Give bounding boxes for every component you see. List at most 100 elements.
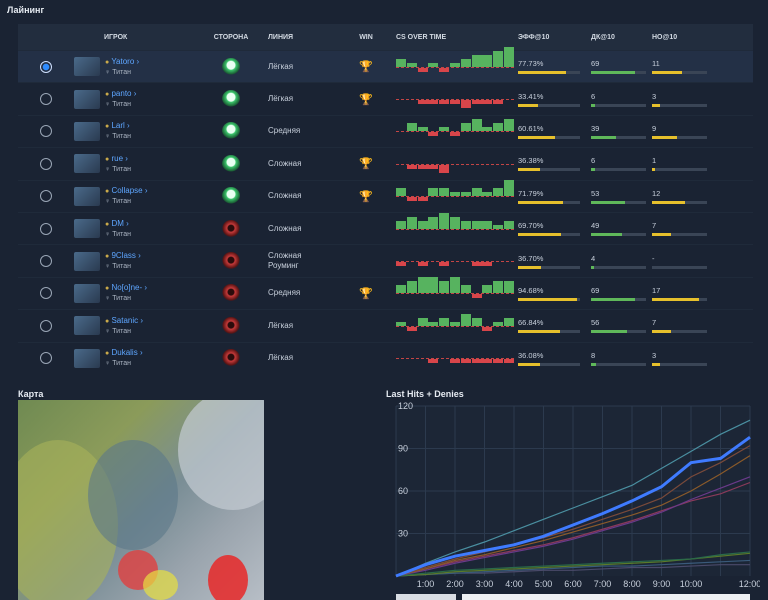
cs-bar — [417, 164, 428, 169]
win-trophy-icon: 🏆 — [359, 61, 373, 74]
lane-label: Лёгкая — [268, 320, 294, 330]
cs-bar — [460, 58, 471, 67]
dk-value: 49 — [591, 221, 600, 231]
radiant-side-icon — [222, 122, 240, 141]
dire-side-icon — [222, 349, 240, 368]
row-select-radio[interactable] — [40, 125, 52, 138]
row-select-radio[interactable] — [40, 319, 52, 332]
x-tick-label: 6:00 — [564, 579, 582, 589]
cs-bar — [428, 277, 439, 294]
table-row[interactable]: ● No[o]ne- › ♀ Титан Средняя 🏆 94.68% 69… — [18, 276, 753, 309]
y-tick-label: 30 — [398, 529, 408, 539]
table-row[interactable]: ● Satanic › ♀ Титан Лёгкая 66.84% 56 7 — [18, 309, 753, 341]
cs-bar — [493, 359, 504, 364]
cs-bar — [482, 100, 493, 105]
cs-bar — [417, 262, 428, 267]
player-rank: Титан — [112, 295, 131, 303]
chevron-right-icon: › — [126, 218, 129, 228]
trophy-small-icon: ♀ — [105, 360, 111, 368]
cs-bar — [493, 100, 504, 105]
cs-over-time-bars — [396, 180, 514, 207]
trophy-small-icon: ♀ — [105, 198, 111, 206]
cs-bar — [493, 224, 504, 229]
player-name[interactable]: Dukalis — [111, 348, 138, 358]
no-value: 1 — [652, 156, 657, 166]
eff-value: 66.84% — [518, 318, 544, 328]
eff-bar — [518, 200, 580, 204]
verified-icon: ● — [105, 188, 110, 196]
player-name[interactable]: Collapse — [111, 186, 143, 196]
dk-value: 69 — [591, 285, 600, 295]
cs-bar — [450, 359, 460, 364]
trophy-small-icon: ♀ — [105, 327, 111, 335]
cs-over-time-bars — [396, 347, 514, 369]
cs-bar — [482, 127, 493, 132]
eff-bar — [518, 135, 580, 139]
cs-bar — [493, 50, 504, 67]
header-cs: CS OVER TIME — [396, 33, 447, 41]
player-name[interactable]: rue — [111, 153, 124, 163]
hero-avatar — [74, 89, 100, 109]
trophy-small-icon: ♀ — [105, 101, 111, 109]
table-row[interactable]: ● Yatoro › ♀ Титан Лёгкая 🏆 77.73% 69 11 — [18, 46, 753, 83]
row-select-radio[interactable] — [40, 352, 52, 365]
cs-bar — [482, 192, 493, 197]
table-row[interactable]: ● Dukalis › ♀ Титан Лёгкая 36.08% 8 3 — [18, 341, 753, 374]
eff-bar — [518, 233, 580, 237]
cs-bar — [460, 123, 471, 132]
row-select-radio[interactable] — [40, 222, 52, 235]
row-select-radio[interactable] — [40, 255, 52, 268]
player-name[interactable]: DM — [111, 218, 124, 228]
cs-bar — [417, 220, 428, 229]
win-trophy-icon: 🏆 — [359, 158, 373, 171]
table-row[interactable]: ● panto › ♀ Титан Лёгкая 🏆 33.41% 6 3 — [18, 82, 753, 114]
y-tick-label: 60 — [398, 486, 408, 496]
player-name[interactable]: Yatoro — [111, 56, 135, 66]
cs-bar — [460, 192, 471, 197]
cs-bar — [450, 100, 460, 105]
x-tick-label: 2:00 — [446, 579, 464, 589]
eff-value: 60.61% — [518, 123, 544, 133]
player-name[interactable]: Satanic — [111, 315, 139, 325]
player-name[interactable]: No[o]ne- — [111, 283, 143, 293]
table-row[interactable]: ● rue › ♀ Титан Сложная 🏆 36.38% 6 1 — [18, 147, 753, 179]
chevron-right-icon: › — [127, 121, 130, 131]
cs-bar — [493, 123, 504, 132]
no-bar — [652, 265, 707, 269]
cs-bar — [493, 188, 504, 197]
hero-avatar — [74, 186, 100, 206]
dk-value: 8 — [591, 350, 596, 360]
row-select-radio[interactable] — [40, 190, 52, 203]
cs-over-time-bars — [396, 46, 514, 78]
row-select-radio[interactable] — [40, 157, 52, 170]
cs-bar — [428, 100, 439, 105]
player-name[interactable]: Larl — [111, 121, 125, 131]
series-line — [395, 476, 751, 577]
cs-bar — [439, 212, 450, 229]
cs-bar — [450, 277, 460, 294]
table-row[interactable]: ● DM › ♀ Титан Сложная 69.70% 49 7 — [18, 211, 753, 244]
verified-icon: ● — [105, 317, 110, 325]
y-tick-label: 120 — [398, 401, 413, 411]
cs-bar — [493, 321, 504, 326]
verified-icon: ● — [105, 58, 110, 66]
dk-bar — [591, 71, 646, 75]
dk-value: 39 — [591, 123, 600, 133]
hero-avatar — [74, 348, 100, 368]
cs-bar — [406, 326, 417, 331]
cs-bar — [450, 132, 460, 137]
row-select-radio[interactable] — [40, 60, 52, 73]
player-rank: Титан — [112, 360, 131, 368]
player-name[interactable]: panto — [111, 89, 132, 99]
lane-label: Сложная — [268, 158, 302, 168]
player-name[interactable]: 9Class — [111, 251, 136, 261]
lane-label: Средняя — [268, 288, 301, 298]
row-select-radio[interactable] — [40, 287, 52, 300]
table-row[interactable]: ● 9Class › ♀ Титан Сложная Роуминг 36.70%… — [18, 244, 753, 276]
table-row[interactable]: ● Larl › ♀ Титан Средняя 60.61% 39 9 — [18, 114, 753, 147]
cs-bar — [504, 281, 514, 294]
player-rank: Титан — [112, 101, 131, 109]
row-select-radio[interactable] — [40, 93, 52, 106]
table-row[interactable]: ● Collapse › ♀ Титан Сложная 🏆 71.79% 53… — [18, 179, 753, 212]
minimap[interactable] — [18, 400, 264, 600]
